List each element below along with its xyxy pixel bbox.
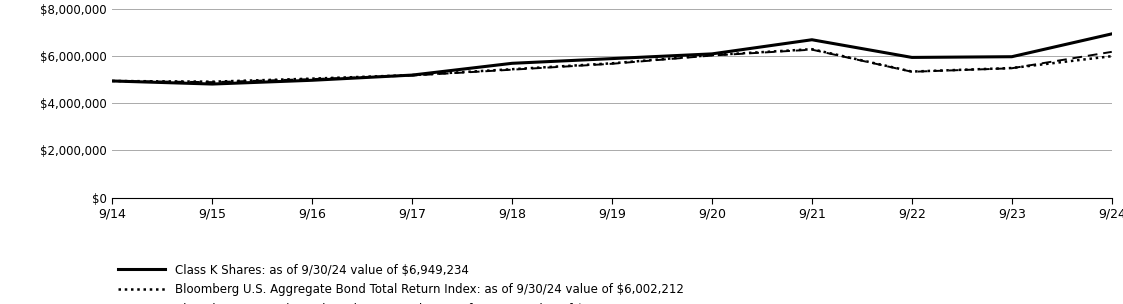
Class K Shares: as of 9/30/24 value of $6,949,234: (2, 4.98e+06): as of 9/30/24 value of $6,949,234: (2, 4…: [305, 78, 319, 82]
Class K Shares: as of 9/30/24 value of $6,949,234: (1, 4.82e+06): as of 9/30/24 value of $6,949,234: (1, 4…: [206, 82, 219, 86]
Class K Shares: as of 9/30/24 value of $6,949,234: (8, 5.95e+06): as of 9/30/24 value of $6,949,234: (8, 5…: [905, 56, 919, 59]
Class K Shares: as of 9/30/24 value of $6,949,234: (10, 6.95e+06): as of 9/30/24 value of $6,949,234: (10, …: [1105, 32, 1119, 36]
Bloomberg U.S. Universal Total Return Index: as of 9/30/24 value of $6,186,277: (0, 4.95e+06): as of 9/30/24 value of $6,186,277: (0, 4…: [106, 79, 119, 83]
Line: Bloomberg U.S. Universal Total Return Index: as of 9/30/24 value of $6,186,277: Bloomberg U.S. Universal Total Return In…: [112, 50, 1112, 82]
Bloomberg U.S. Universal Total Return Index: as of 9/30/24 value of $6,186,277: (1, 4.9e+06): as of 9/30/24 value of $6,186,277: (1, 4…: [206, 80, 219, 84]
Bloomberg U.S. Universal Total Return Index: as of 9/30/24 value of $6,186,277: (4, 5.43e+06): as of 9/30/24 value of $6,186,277: (4, 5…: [505, 68, 519, 71]
Bloomberg U.S. Aggregate Bond Total Return Index: as of 9/30/24 value of $6,002,212: (0, 4.95e+06): as of 9/30/24 value of $6,002,212: (0, 4…: [106, 79, 119, 83]
Class K Shares: as of 9/30/24 value of $6,949,234: (5, 5.9e+06): as of 9/30/24 value of $6,949,234: (5, 5…: [605, 57, 619, 60]
Bloomberg U.S. Universal Total Return Index: as of 9/30/24 value of $6,186,277: (8, 5.34e+06): as of 9/30/24 value of $6,186,277: (8, 5…: [905, 70, 919, 74]
Bloomberg U.S. Universal Total Return Index: as of 9/30/24 value of $6,186,277: (6, 6.03e+06): as of 9/30/24 value of $6,186,277: (6, 6…: [705, 54, 719, 57]
Class K Shares: as of 9/30/24 value of $6,949,234: (4, 5.7e+06): as of 9/30/24 value of $6,949,234: (4, 5…: [505, 61, 519, 65]
Bloomberg U.S. Aggregate Bond Total Return Index: as of 9/30/24 value of $6,002,212: (4, 5.45e+06): as of 9/30/24 value of $6,002,212: (4, 5…: [505, 67, 519, 71]
Bloomberg U.S. Aggregate Bond Total Return Index: as of 9/30/24 value of $6,002,212: (1, 4.92e+06): as of 9/30/24 value of $6,002,212: (1, 4…: [206, 80, 219, 84]
Bloomberg U.S. Aggregate Bond Total Return Index: as of 9/30/24 value of $6,002,212: (7, 6.3e+06): as of 9/30/24 value of $6,002,212: (7, 6…: [805, 47, 819, 51]
Bloomberg U.S. Aggregate Bond Total Return Index: as of 9/30/24 value of $6,002,212: (9, 5.5e+06): as of 9/30/24 value of $6,002,212: (9, 5…: [1005, 66, 1019, 70]
Bloomberg U.S. Universal Total Return Index: as of 9/30/24 value of $6,186,277: (9, 5.49e+06): as of 9/30/24 value of $6,186,277: (9, 5…: [1005, 67, 1019, 70]
Bloomberg U.S. Universal Total Return Index: as of 9/30/24 value of $6,186,277: (10, 6.19e+06): as of 9/30/24 value of $6,186,277: (10, …: [1105, 50, 1119, 54]
Class K Shares: as of 9/30/24 value of $6,949,234: (9, 5.98e+06): as of 9/30/24 value of $6,949,234: (9, 5…: [1005, 55, 1019, 59]
Bloomberg U.S. Aggregate Bond Total Return Index: as of 9/30/24 value of $6,002,212: (6, 6.05e+06): as of 9/30/24 value of $6,002,212: (6, 6…: [705, 53, 719, 57]
Class K Shares: as of 9/30/24 value of $6,949,234: (3, 5.2e+06): as of 9/30/24 value of $6,949,234: (3, 5…: [405, 73, 419, 77]
Class K Shares: as of 9/30/24 value of $6,949,234: (6, 6.1e+06): as of 9/30/24 value of $6,949,234: (6, 6…: [705, 52, 719, 56]
Bloomberg U.S. Aggregate Bond Total Return Index: as of 9/30/24 value of $6,002,212: (8, 5.35e+06): as of 9/30/24 value of $6,002,212: (8, 5…: [905, 70, 919, 73]
Bloomberg U.S. Universal Total Return Index: as of 9/30/24 value of $6,186,277: (7, 6.28e+06): as of 9/30/24 value of $6,186,277: (7, 6…: [805, 48, 819, 51]
Bloomberg U.S. Aggregate Bond Total Return Index: as of 9/30/24 value of $6,002,212: (2, 5.05e+06): as of 9/30/24 value of $6,002,212: (2, 5…: [305, 77, 319, 81]
Bloomberg U.S. Universal Total Return Index: as of 9/30/24 value of $6,186,277: (2, 5.03e+06): as of 9/30/24 value of $6,186,277: (2, 5…: [305, 77, 319, 81]
Legend: Class K Shares: as of 9/30/24 value of $6,949,234, Bloomberg U.S. Aggregate Bond: Class K Shares: as of 9/30/24 value of $…: [118, 264, 684, 304]
Line: Bloomberg U.S. Aggregate Bond Total Return Index: as of 9/30/24 value of $6,002,212: Bloomberg U.S. Aggregate Bond Total Retu…: [112, 49, 1112, 82]
Class K Shares: as of 9/30/24 value of $6,949,234: (0, 4.95e+06): as of 9/30/24 value of $6,949,234: (0, 4…: [106, 79, 119, 83]
Bloomberg U.S. Universal Total Return Index: as of 9/30/24 value of $6,186,277: (5, 5.68e+06): as of 9/30/24 value of $6,186,277: (5, 5…: [605, 62, 619, 66]
Class K Shares: as of 9/30/24 value of $6,949,234: (7, 6.7e+06): as of 9/30/24 value of $6,949,234: (7, 6…: [805, 38, 819, 42]
Bloomberg U.S. Aggregate Bond Total Return Index: as of 9/30/24 value of $6,002,212: (3, 5.2e+06): as of 9/30/24 value of $6,002,212: (3, 5…: [405, 73, 419, 77]
Line: Class K Shares: as of 9/30/24 value of $6,949,234: Class K Shares: as of 9/30/24 value of $…: [112, 34, 1112, 84]
Bloomberg U.S. Aggregate Bond Total Return Index: as of 9/30/24 value of $6,002,212: (10, 6e+06): as of 9/30/24 value of $6,002,212: (10, …: [1105, 54, 1119, 58]
Bloomberg U.S. Universal Total Return Index: as of 9/30/24 value of $6,186,277: (3, 5.18e+06): as of 9/30/24 value of $6,186,277: (3, 5…: [405, 74, 419, 78]
Bloomberg U.S. Aggregate Bond Total Return Index: as of 9/30/24 value of $6,002,212: (5, 5.7e+06): as of 9/30/24 value of $6,002,212: (5, 5…: [605, 61, 619, 65]
